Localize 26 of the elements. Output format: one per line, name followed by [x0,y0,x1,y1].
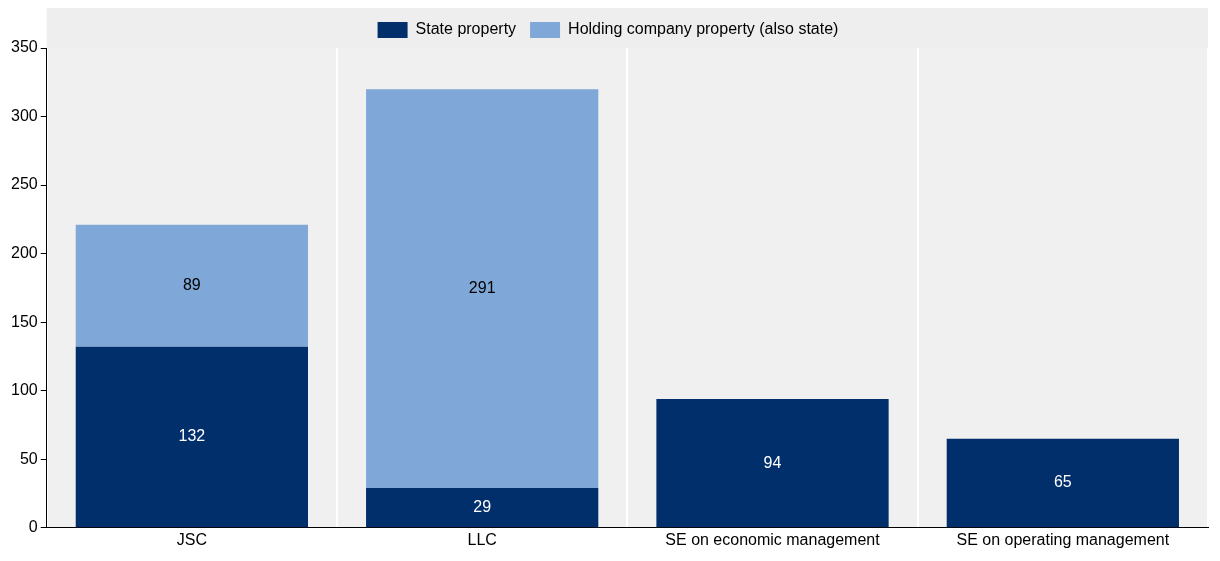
y-tick-label: 200 [10,244,38,262]
legend-label: Holding company property (also state) [568,20,839,38]
y-tick-label: 0 [28,518,38,536]
bar [75,346,308,528]
data-label: 65 [1053,473,1072,491]
x-tick-label: SE on economic management [665,530,881,548]
x-tick-label: LLC [467,530,497,548]
bar [366,488,599,528]
data-label: 94 [763,453,782,471]
bar [366,89,599,489]
data-label: 29 [473,498,492,516]
bar [946,438,1179,528]
legend-label: State property [415,20,517,38]
data-label: 132 [178,427,206,445]
data-label: 89 [182,276,201,294]
bar [656,398,889,528]
y-tick-label: 150 [10,312,38,330]
y-tick-label: 350 [10,38,38,56]
bar [75,224,308,347]
y-tick-label: 50 [19,449,38,467]
data-label: 291 [468,278,496,296]
y-tick-label: 300 [10,106,38,124]
y-tick-label: 100 [10,381,38,399]
x-tick-label: JSC [176,530,207,548]
y-tick-label: 250 [10,175,38,193]
x-tick-label: SE on operating management [956,530,1170,548]
